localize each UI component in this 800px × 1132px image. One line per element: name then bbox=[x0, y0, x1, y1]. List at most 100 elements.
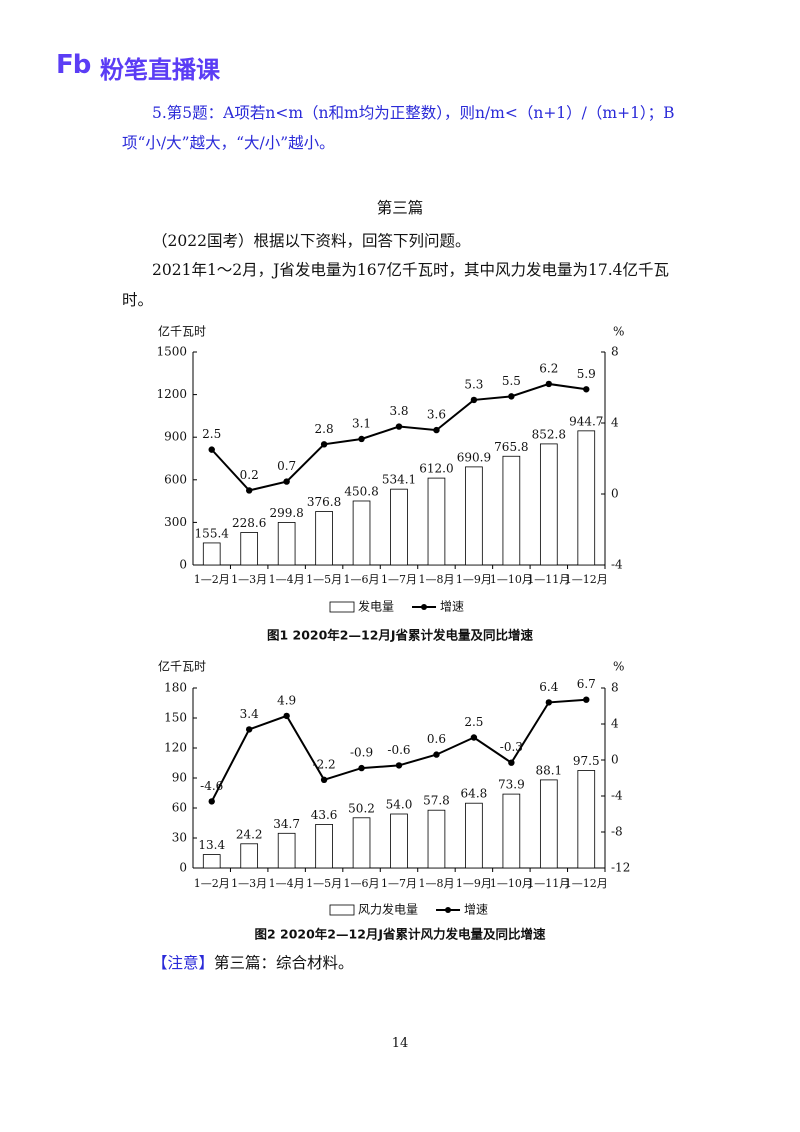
x-tick-label: 1—2月 bbox=[194, 573, 230, 586]
x-tick-label: 1—11月 bbox=[527, 573, 570, 586]
bar bbox=[202, 542, 221, 566]
bar bbox=[465, 802, 483, 869]
y-tick-label: 300 bbox=[164, 515, 187, 529]
point-label: 5.3 bbox=[464, 377, 483, 391]
bar-label: 944.7 bbox=[569, 414, 603, 428]
brand: 粉笔直播课 bbox=[100, 56, 220, 84]
point bbox=[470, 734, 478, 741]
point-label: 2.5 bbox=[202, 427, 221, 441]
x-tick-label: 1—3月 bbox=[231, 877, 267, 890]
x-tick-label: 1—8月 bbox=[418, 573, 454, 586]
legend-swatch bbox=[329, 904, 355, 916]
bar-label: 64.8 bbox=[461, 787, 488, 801]
bar bbox=[390, 488, 408, 566]
point bbox=[545, 380, 553, 388]
y2-tick-label: 4 bbox=[611, 717, 619, 731]
y2-axis-title: % bbox=[613, 660, 624, 674]
x-tick-label: 1—2月 bbox=[194, 877, 230, 890]
bar bbox=[390, 813, 408, 869]
point bbox=[395, 762, 403, 769]
point-label: 2.8 bbox=[315, 422, 334, 436]
point bbox=[245, 487, 253, 494]
y-tick-label: 60 bbox=[172, 801, 187, 815]
bar-label: 765.8 bbox=[494, 440, 528, 454]
y2-tick-label: 8 bbox=[611, 345, 619, 359]
y2-tick-label: -4 bbox=[611, 558, 623, 572]
point bbox=[208, 798, 215, 805]
y-tick-label: 180 bbox=[164, 681, 187, 695]
page-number: 14 bbox=[391, 1036, 409, 1051]
x-tick-label: 1—11月 bbox=[527, 877, 570, 890]
bar bbox=[577, 430, 596, 566]
point bbox=[320, 441, 328, 448]
bar bbox=[577, 770, 596, 869]
x-tick-label: 1—5月 bbox=[306, 573, 342, 586]
x-tick-label: 1—3月 bbox=[231, 573, 267, 586]
bar bbox=[277, 522, 296, 566]
bar-label: 50.2 bbox=[348, 801, 375, 815]
y-axis-title: 亿千瓦时 bbox=[158, 659, 206, 674]
legend-label: 发电量 bbox=[358, 599, 394, 614]
point-label: 3.1 bbox=[352, 416, 371, 430]
intro: （2022国考）根据以下资料，回答下列问题。 bbox=[152, 232, 471, 250]
x-tick-label: 1—4月 bbox=[269, 877, 305, 890]
bar bbox=[240, 532, 259, 566]
x-tick-label: 1—8月 bbox=[418, 877, 454, 890]
x-tick-label: 1—6月 bbox=[344, 877, 380, 890]
bar bbox=[315, 824, 333, 869]
bar-label: 13.4 bbox=[198, 838, 225, 852]
y-tick-label: 120 bbox=[164, 741, 187, 755]
x-tick-label: 1—7月 bbox=[381, 877, 417, 890]
bar-label: 690.9 bbox=[457, 450, 491, 464]
point bbox=[395, 423, 403, 430]
bar bbox=[240, 843, 259, 869]
point bbox=[508, 393, 515, 400]
x-tick-label: 1—12月 bbox=[565, 877, 608, 890]
bar bbox=[427, 477, 446, 566]
bar bbox=[277, 832, 296, 869]
y-axis-title: 亿千瓦时 bbox=[158, 324, 206, 339]
y-tick-label: 900 bbox=[164, 430, 187, 444]
bar-label: 376.8 bbox=[307, 495, 341, 509]
y-tick-label: 0 bbox=[179, 861, 187, 875]
bar-label: 24.2 bbox=[236, 827, 263, 841]
y2-tick-label: 8 bbox=[611, 681, 619, 695]
legend-label: 增速 bbox=[464, 903, 488, 917]
y-tick-label: 150 bbox=[164, 711, 187, 725]
bar-label: 73.9 bbox=[498, 778, 525, 792]
point-label: -0.3 bbox=[500, 740, 523, 754]
y2-tick-label: -12 bbox=[611, 861, 630, 875]
x-tick-label: 1—7月 bbox=[381, 573, 417, 586]
point-label: -0.9 bbox=[350, 746, 373, 760]
chart-caption: 图1 2020年2—12月J省累计发电量及同比增速 bbox=[267, 628, 534, 643]
bar bbox=[465, 466, 483, 566]
y-tick-label: 0 bbox=[179, 558, 187, 572]
bar-label: 534.1 bbox=[382, 473, 416, 487]
x-tick-label: 1—6月 bbox=[344, 573, 380, 586]
bar bbox=[202, 854, 221, 869]
y2-tick-label: -8 bbox=[611, 825, 623, 839]
x-tick-label: 1—4月 bbox=[269, 573, 305, 586]
legend-swatch bbox=[329, 601, 355, 613]
bar bbox=[539, 443, 558, 566]
note: 5.第5题：A项若n<m（n和m均为正整数），则n/m<（n+1）/（m+1）；… bbox=[122, 104, 675, 152]
legend-label: 风力发电量 bbox=[358, 902, 418, 917]
point bbox=[358, 435, 365, 443]
x-tick-label: 1—5月 bbox=[306, 877, 342, 890]
point bbox=[545, 699, 553, 706]
y-tick-label: 1500 bbox=[156, 345, 187, 359]
bar-label: 299.8 bbox=[269, 506, 303, 520]
point bbox=[433, 426, 440, 434]
y-tick-label: 1200 bbox=[156, 387, 187, 401]
x-tick-label: 1—9月 bbox=[456, 573, 492, 586]
point-label: 5.5 bbox=[502, 374, 521, 388]
legend-label: 增速 bbox=[440, 600, 464, 614]
point bbox=[470, 396, 478, 404]
bar-label: 43.6 bbox=[311, 808, 338, 822]
bar bbox=[315, 511, 333, 566]
point bbox=[358, 764, 365, 772]
legend-swatch bbox=[445, 907, 452, 913]
bar-label: 88.1 bbox=[535, 763, 562, 777]
